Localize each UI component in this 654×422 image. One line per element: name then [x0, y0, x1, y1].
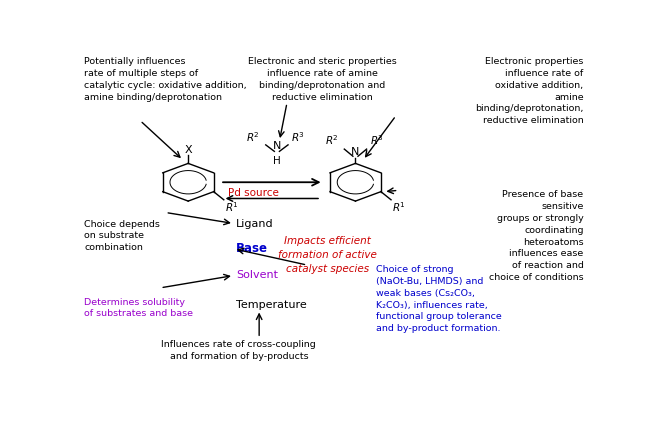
Text: Choice depends
on substrate
combination: Choice depends on substrate combination [84, 219, 160, 252]
Text: Base: Base [236, 242, 268, 255]
Text: Electronic properties
influence rate of
oxidative addition,
amine
binding/deprot: Electronic properties influence rate of … [475, 57, 583, 125]
Text: Pd source: Pd source [228, 187, 279, 197]
Text: $R^2$: $R^2$ [247, 130, 260, 143]
Text: N: N [351, 147, 360, 157]
Text: Influences rate of cross-coupling
and formation of by-products: Influences rate of cross-coupling and fo… [162, 340, 317, 361]
Text: $R^3$: $R^3$ [291, 130, 305, 143]
Text: Electronic and steric properties
influence rate of amine
binding/deprotonation a: Electronic and steric properties influen… [248, 57, 397, 102]
Text: H: H [273, 156, 281, 165]
Text: Potentially influences
rate of multiple steps of
catalytic cycle: oxidative addi: Potentially influences rate of multiple … [84, 57, 247, 102]
Text: $R^2$: $R^2$ [325, 133, 339, 147]
Text: Temperature: Temperature [236, 300, 307, 310]
Text: Ligand: Ligand [236, 219, 274, 228]
Text: $R^1$: $R^1$ [225, 200, 239, 214]
Text: $R^3$: $R^3$ [370, 133, 384, 147]
Text: Solvent: Solvent [236, 271, 279, 281]
Text: Impacts efficient
formation of active
catalyst species: Impacts efficient formation of active ca… [278, 236, 377, 274]
Text: N: N [273, 141, 281, 151]
Text: Determines solubility
of substrates and base: Determines solubility of substrates and … [84, 298, 194, 318]
Text: $R^1$: $R^1$ [392, 200, 406, 214]
Text: Presence of base
sensitive
groups or strongly
coordinating
heteroatoms
influence: Presence of base sensitive groups or str… [489, 190, 583, 282]
Text: Choice of strong
(NaOt-Bu, LHMDS) and
weak bases (Cs₂CO₃,
K₂CO₃), influences rat: Choice of strong (NaOt-Bu, LHMDS) and we… [375, 265, 502, 333]
Text: X: X [184, 145, 192, 154]
